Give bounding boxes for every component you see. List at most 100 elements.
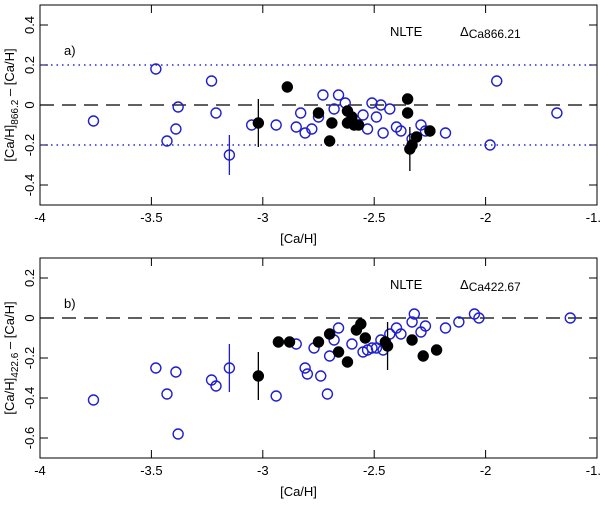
x-tick-label: -1.5 (586, 210, 600, 225)
data-point (223, 149, 236, 161)
data-point (299, 362, 311, 374)
data-point (283, 336, 296, 348)
data-point (223, 362, 236, 374)
data-point (172, 101, 184, 113)
data-point (252, 117, 265, 129)
data-point (419, 320, 432, 332)
y-tick-label: -0.4 (22, 387, 37, 409)
data-point (384, 103, 396, 115)
data-point (323, 328, 336, 340)
x-tick-label: -4 (34, 210, 46, 225)
data-point (564, 312, 576, 324)
data-point (150, 63, 162, 75)
delta-subscript: Ca422.67 (469, 280, 521, 294)
data-point (406, 316, 418, 328)
data-point (301, 368, 314, 380)
data-point (290, 121, 302, 133)
data-point (332, 322, 345, 334)
y-tick-label: -0.6 (22, 427, 37, 449)
data-point (315, 370, 327, 382)
delta-label: ΔCa422.67 (460, 277, 521, 294)
x-tick-label: -3 (257, 463, 269, 478)
data-point (551, 107, 563, 119)
data-point (359, 332, 371, 344)
panel-label: b) (64, 296, 76, 311)
data-point (377, 127, 389, 139)
data-point (332, 346, 345, 358)
data-point (381, 340, 394, 352)
data-point (150, 362, 162, 374)
method-label: NLTE (390, 24, 423, 39)
data-point (401, 107, 414, 119)
data-point (306, 123, 318, 135)
data-point (321, 388, 334, 400)
data-point (430, 344, 443, 356)
data-point (453, 316, 465, 328)
data-point (352, 119, 365, 131)
delta-label: ΔCa866.21 (460, 24, 521, 41)
delta-symbol: Δ (460, 277, 469, 292)
data-point (341, 356, 354, 368)
data-point (294, 107, 307, 119)
x-tick-label: -2 (480, 463, 492, 478)
data-point (491, 75, 503, 87)
x-tick-label: -2 (480, 210, 492, 225)
x-tick-label: -1.5 (586, 463, 600, 478)
x-axis-label: [Ca/H] (280, 231, 317, 246)
data-point (161, 388, 173, 400)
x-tick-label: -3 (257, 210, 269, 225)
data-point (312, 336, 325, 348)
data-point (408, 308, 421, 320)
data-point (210, 107, 222, 119)
data-point (87, 115, 100, 127)
x-tick-label: -2.5 (363, 210, 385, 225)
y-tick-label: -0.2 (22, 134, 37, 156)
data-point (172, 428, 184, 440)
data-point (270, 390, 282, 402)
data-point (401, 93, 414, 105)
data-point (281, 81, 294, 93)
data-point (439, 322, 452, 334)
data-point (424, 125, 436, 137)
data-point (406, 334, 418, 346)
data-point (473, 312, 485, 324)
delta-symbol: Δ (460, 24, 469, 39)
data-point (484, 139, 496, 151)
delta-subscript: Ca866.21 (469, 27, 521, 41)
method-label: NLTE (390, 277, 423, 292)
data-point (355, 318, 367, 330)
y-tick-label: -0.4 (22, 174, 37, 196)
y-axis-label-part: – [Ca/H] (2, 48, 17, 99)
data-point (312, 107, 325, 119)
data-point (170, 123, 182, 135)
data-point (87, 394, 100, 406)
data-point (395, 125, 407, 137)
data-point (370, 111, 383, 123)
x-tick-label: -3.5 (140, 210, 162, 225)
y-axis-label-part: [Ca/H] (2, 125, 17, 162)
y-axis-label-subscript: 422.6 (10, 352, 21, 377)
y-tick-label: 0.2 (22, 269, 37, 287)
data-point (404, 143, 416, 155)
data-point (210, 380, 222, 392)
y-tick-label: 0.4 (22, 16, 37, 34)
data-point (323, 135, 336, 147)
panel-label: a) (64, 43, 76, 58)
x-tick-label: -2.5 (363, 463, 385, 478)
x-axis-label: [Ca/H] (280, 484, 317, 499)
data-point (170, 366, 182, 378)
y-axis-label: [Ca/H]866.2 – [Ca/H] (2, 48, 21, 161)
y-axis-label: [Ca/H]422.6 – [Ca/H] (2, 301, 21, 414)
data-point (272, 336, 285, 348)
data-point (410, 131, 423, 143)
data-point (205, 75, 218, 87)
x-tick-label: -4 (34, 463, 46, 478)
data-point (417, 350, 429, 362)
data-point (252, 370, 265, 382)
y-axis-label-part: – [Ca/H] (2, 301, 17, 352)
y-tick-label: 0 (22, 101, 37, 108)
y-axis-label-subscript: 866.2 (10, 99, 21, 124)
y-axis-label-part: [Ca/H] (2, 378, 17, 415)
data-point (439, 127, 452, 139)
data-point (395, 328, 407, 340)
